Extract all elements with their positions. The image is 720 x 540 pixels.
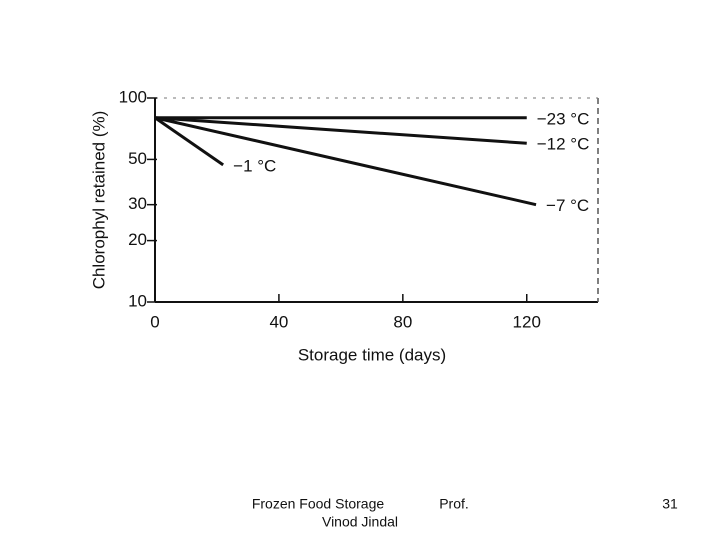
y-tick-label: 100 [119, 87, 147, 106]
series-label: −12 °C [537, 135, 590, 154]
x-tick-label: 40 [269, 312, 288, 331]
data-line [154, 116, 225, 167]
series-label: −1 °C [233, 156, 276, 175]
footer-title: Frozen Food Storage [252, 496, 385, 512]
y-axis-label: Chlorophyl retained (%) [89, 111, 108, 290]
x-axis-label: Storage time (days) [298, 345, 446, 364]
footer-author: Vinod Jindal [322, 514, 398, 530]
y-tick-label: 50 [128, 149, 147, 168]
x-tick-label: 120 [513, 312, 541, 331]
data-line [154, 116, 537, 207]
footer-prof: Prof. [439, 496, 469, 512]
y-tick-label: 20 [128, 230, 147, 249]
data-line [154, 116, 527, 145]
x-tick-label: 0 [150, 312, 159, 331]
y-tick-label: 30 [128, 194, 147, 213]
page-number: 31 [662, 496, 678, 512]
series-label: −7 °C [546, 196, 589, 215]
x-tick-label: 80 [393, 312, 412, 331]
y-tick-label: 10 [128, 291, 147, 310]
series-label: −23 °C [537, 109, 590, 128]
